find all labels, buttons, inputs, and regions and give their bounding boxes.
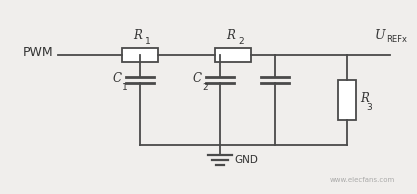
Text: GND: GND [234,155,258,165]
Text: U: U [374,29,385,42]
FancyBboxPatch shape [338,80,356,120]
Text: 2: 2 [202,83,208,92]
Text: C: C [113,72,122,85]
Text: REFx: REFx [386,35,407,44]
Text: 3: 3 [366,103,372,112]
Text: C: C [193,72,202,85]
FancyBboxPatch shape [215,48,251,62]
Text: 2: 2 [238,37,244,46]
Text: R: R [360,92,369,105]
Text: 1: 1 [122,83,128,92]
Text: R: R [133,29,143,42]
Text: R: R [226,29,236,42]
FancyBboxPatch shape [122,48,158,62]
Text: 1: 1 [145,37,151,46]
Text: PWM: PWM [23,46,53,59]
Text: www.elecfans.com: www.elecfans.com [330,177,395,183]
